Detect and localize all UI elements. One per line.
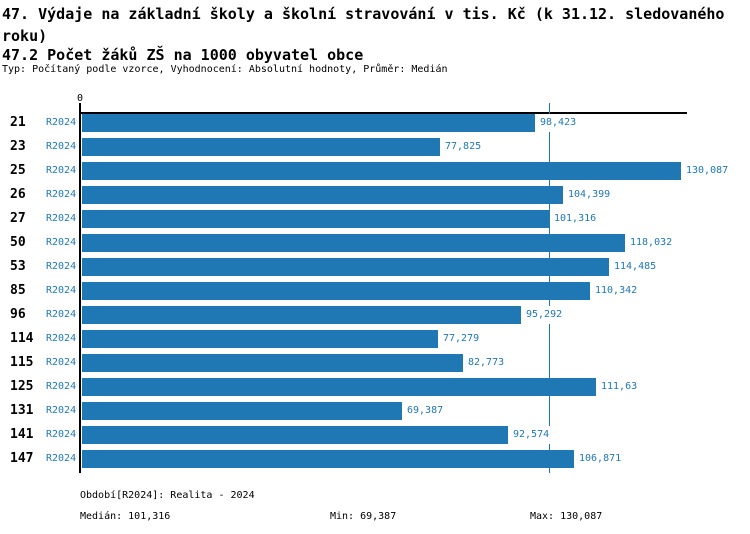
series-label: R2024 — [46, 429, 77, 440]
chart-row: 23 R2024 77,825 — [0, 138, 750, 162]
chart-row: 27 R2024 101,316 — [0, 210, 750, 234]
chart-row: 131 R2024 69,387 — [0, 402, 750, 426]
bar-value-label: 95,292 — [525, 306, 564, 324]
chart-row: 125 R2024 111,63 — [0, 378, 750, 402]
bar-value-label: 98,423 — [539, 114, 578, 132]
category-label: 141 — [10, 427, 34, 442]
chart-meta-line: Typ: Počítaný podle vzorce, Vyhodnocení:… — [2, 64, 448, 75]
chart-row: 85 R2024 110,342 — [0, 282, 750, 306]
category-label: 125 — [10, 379, 34, 394]
bar — [82, 162, 681, 180]
bar — [82, 426, 508, 444]
footer-min: Min: 69,387 — [330, 511, 397, 522]
category-label: 27 — [10, 211, 26, 226]
chart-row: 96 R2024 95,292 — [0, 306, 750, 330]
series-label: R2024 — [46, 165, 77, 176]
chart-title: 47. Výdaje na základní školy a školní st… — [2, 5, 725, 45]
series-label: R2024 — [46, 453, 77, 464]
bar — [82, 138, 440, 156]
category-label: 26 — [10, 187, 26, 202]
footer-median: Medián: 101,316 — [80, 511, 171, 522]
series-label: R2024 — [46, 117, 77, 128]
bar — [82, 186, 563, 204]
bar-chart-rows: 21 R2024 98,423 23 R2024 77,825 25 R2024 130,087… — [0, 114, 750, 474]
bar — [82, 378, 596, 396]
chart-row: 21 R2024 98,423 — [0, 114, 750, 138]
series-label: R2024 — [46, 333, 77, 344]
footer-period: Období[R2024]: Realita - 2024 — [80, 490, 255, 501]
series-label: R2024 — [46, 237, 77, 248]
chart-subtitle: 47.2 Počet žáků ZŠ na 1000 obyvatel obce — [2, 46, 364, 64]
bar-value-label: 110,342 — [594, 282, 639, 300]
bar-value-label: 111,63 — [600, 378, 639, 396]
category-label: 25 — [10, 163, 26, 178]
bar — [82, 330, 438, 348]
chart-row: 115 R2024 82,773 — [0, 354, 750, 378]
bar-value-label: 77,825 — [444, 138, 483, 156]
bar — [82, 114, 535, 132]
category-label: 50 — [10, 235, 26, 250]
bar-value-label: 69,387 — [406, 402, 445, 420]
chart-row: 114 R2024 77,279 — [0, 330, 750, 354]
chart-row: 25 R2024 130,087 — [0, 162, 750, 186]
chart-row: 50 R2024 118,032 — [0, 234, 750, 258]
bar-value-label: 101,316 — [553, 210, 598, 228]
bar-value-label: 106,871 — [578, 450, 623, 468]
bar-value-label: 114,485 — [613, 258, 658, 276]
category-label: 85 — [10, 283, 26, 298]
bar-value-label: 92,574 — [512, 426, 551, 444]
series-label: R2024 — [46, 357, 77, 368]
category-label: 114 — [10, 331, 34, 346]
category-label: 96 — [10, 307, 26, 322]
bar-value-label: 82,773 — [467, 354, 506, 372]
bar — [82, 234, 625, 252]
series-label: R2024 — [46, 285, 77, 296]
series-label: R2024 — [46, 309, 77, 320]
series-label: R2024 — [46, 189, 77, 200]
chart-row: 53 R2024 114,485 — [0, 258, 750, 282]
bar-value-label: 118,032 — [629, 234, 674, 252]
category-label: 21 — [10, 115, 26, 130]
footer-max: Max: 130,087 — [530, 511, 603, 522]
category-label: 147 — [10, 451, 34, 466]
chart-row: 26 R2024 104,399 — [0, 186, 750, 210]
chart-row: 141 R2024 92,574 — [0, 426, 750, 450]
bar-value-label: 130,087 — [685, 162, 730, 180]
y-axis-line — [79, 112, 81, 473]
bar — [82, 258, 609, 276]
series-label: R2024 — [46, 141, 77, 152]
series-label: R2024 — [46, 213, 77, 224]
bar — [82, 402, 402, 420]
bar-value-label: 104,399 — [567, 186, 612, 204]
bar — [82, 450, 574, 468]
bar — [82, 306, 521, 324]
x-axis-line — [80, 112, 687, 114]
series-label: R2024 — [46, 381, 77, 392]
x-axis-zero-tick — [79, 103, 81, 112]
chart-row: 147 R2024 106,871 — [0, 450, 750, 474]
x-axis-zero-label: 0 — [76, 93, 84, 104]
category-label: 115 — [10, 355, 34, 370]
bar — [82, 210, 549, 228]
series-label: R2024 — [46, 405, 77, 416]
category-label: 131 — [10, 403, 34, 418]
bar — [82, 282, 590, 300]
category-label: 23 — [10, 139, 26, 154]
category-label: 53 — [10, 259, 26, 274]
bar-value-label: 77,279 — [442, 330, 481, 348]
series-label: R2024 — [46, 261, 77, 272]
bar — [82, 354, 463, 372]
